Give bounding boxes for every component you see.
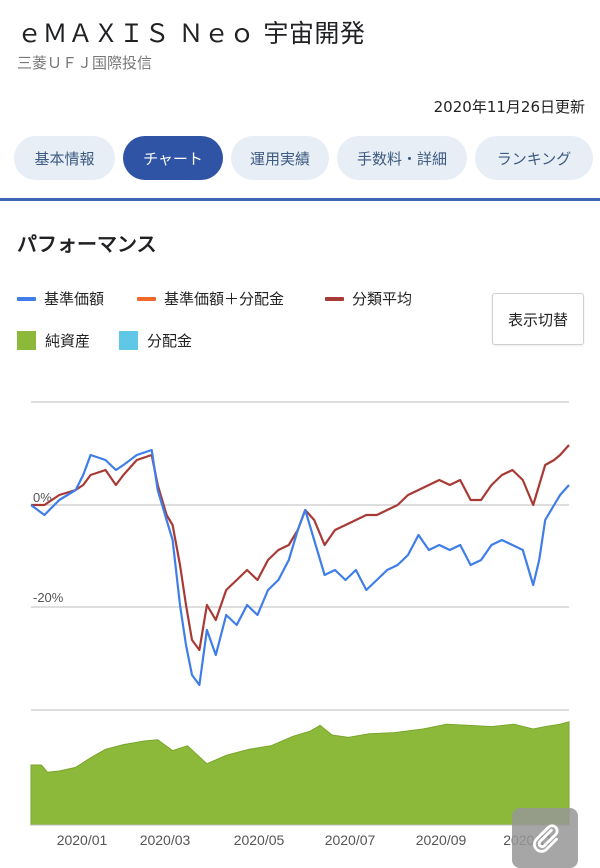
tab-basic-info[interactable]: 基本情報 <box>14 136 115 180</box>
legend-item-net-assets[interactable]: 純資産 <box>17 330 90 351</box>
tab-fees-details[interactable]: 手数料・詳細 <box>337 136 467 180</box>
x-tick-label: 2020/09 <box>416 832 467 848</box>
legend-item-dividend[interactable]: 分配金 <box>119 330 192 351</box>
y-tick-label: -20% <box>33 590 64 605</box>
tab-bar: 基本情報 チャート 運用実績 手数料・詳細 ランキング <box>14 136 600 182</box>
display-toggle-button[interactable]: 表示切替 <box>492 293 584 345</box>
attachment-button[interactable] <box>512 808 578 868</box>
x-tick-label: 2020/07 <box>325 832 376 848</box>
tab-divider <box>0 198 600 201</box>
tab-performance[interactable]: 運用実績 <box>231 136 329 180</box>
legend-swatch <box>137 296 156 301</box>
legend-item-nav-plus-dividend[interactable]: 基準価額＋分配金 <box>137 288 284 309</box>
tab-chart[interactable]: チャート <box>123 136 223 180</box>
legend-label: 基準価額 <box>44 290 105 308</box>
y-tick-label: 0% <box>33 490 52 505</box>
legend-label: 純資産 <box>45 332 91 350</box>
legend-swatch <box>119 331 138 350</box>
paperclip-icon <box>533 824 559 853</box>
legend-item-category-average[interactable]: 分類平均 <box>325 288 412 309</box>
x-tick-label: 2020/05 <box>234 832 285 848</box>
legend-label: 分類平均 <box>352 290 413 308</box>
series-line-基準価額 <box>30 448 570 687</box>
fund-company: 三菱ＵＦＪ国際投信 <box>17 54 153 72</box>
x-tick-label: 2020/01 <box>57 832 108 848</box>
performance-chart: 0% -20% 2020/01 2020/03 2020/05 2020/07 2020/0… <box>30 401 570 848</box>
legend-swatch <box>17 331 36 350</box>
legend-item-nav[interactable]: 基準価額 <box>17 288 104 309</box>
tab-ranking[interactable]: ランキング <box>475 136 593 180</box>
net-assets-area <box>30 721 570 826</box>
section-title: パフォーマンス <box>17 232 157 256</box>
legend-label: 分配金 <box>147 332 193 350</box>
legend-swatch <box>17 296 36 301</box>
legend-label: 基準価額＋分配金 <box>164 290 285 308</box>
update-date: 2020年11月26日更新 <box>433 98 585 116</box>
series-line-分類平均 <box>31 444 570 652</box>
legend-swatch <box>325 296 344 301</box>
x-tick-label: 2020/03 <box>140 832 191 848</box>
fund-name: ｅＭＡＸＩＳ Ｎｅｏ 宇宙開発 <box>17 19 366 48</box>
